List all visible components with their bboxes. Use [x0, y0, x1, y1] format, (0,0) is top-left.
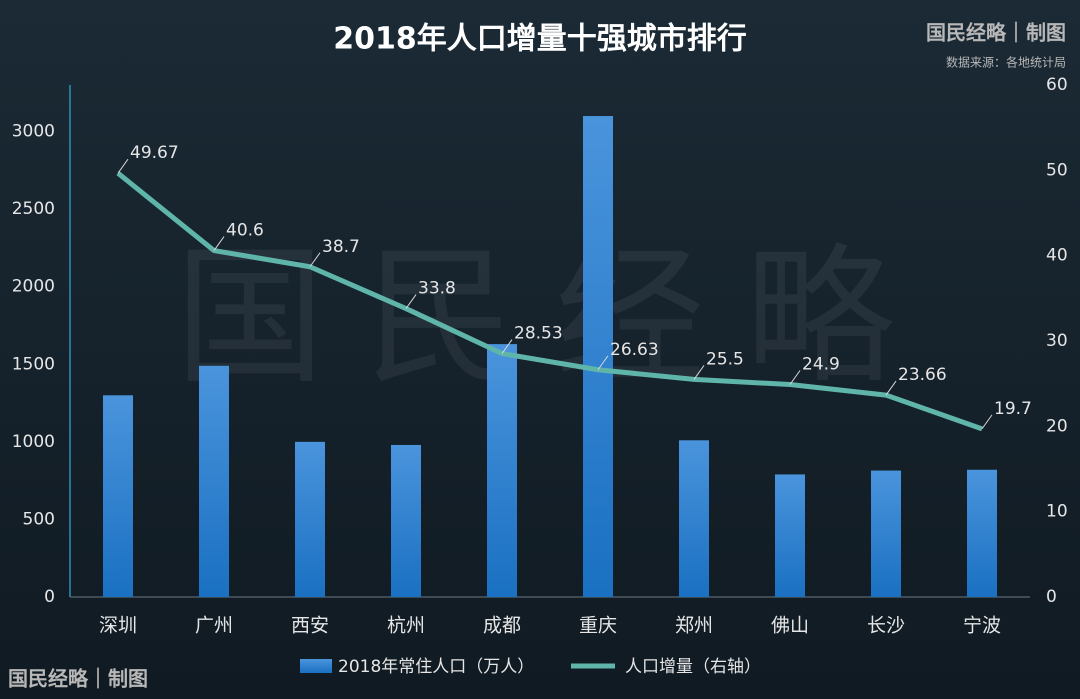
credit: 国民经略｜制图	[926, 21, 1066, 45]
data-label: 25.5	[706, 349, 744, 369]
y2-tick-label: 20	[1046, 416, 1068, 436]
x-tick-label: 成都	[483, 615, 521, 637]
data-label: 38.7	[322, 237, 360, 257]
bar	[871, 470, 901, 597]
data-label: 28.53	[514, 324, 563, 344]
x-tick-label: 佛山	[771, 615, 809, 637]
bar	[103, 395, 133, 597]
y2-tick-label: 60	[1046, 75, 1068, 95]
bar	[679, 440, 709, 597]
watermark: 国民经略	[175, 231, 935, 405]
data-label: 26.63	[610, 340, 659, 360]
y2-tick-label: 0	[1046, 587, 1057, 607]
leader-line	[597, 355, 609, 371]
source: 数据来源：各地统计局	[946, 55, 1066, 70]
y-tick-label: 0	[44, 587, 55, 607]
line	[116, 171, 983, 432]
leader-line	[117, 158, 129, 174]
x-tick-label: 重庆	[579, 615, 617, 637]
y2-tick-label: 30	[1046, 331, 1068, 351]
bar	[391, 444, 421, 597]
leader-line	[501, 339, 513, 354]
y-tick-label: 3000	[12, 122, 55, 142]
x-tick-label: 杭州	[387, 615, 425, 637]
bar	[199, 365, 229, 597]
bar	[775, 474, 805, 597]
bar	[967, 469, 997, 597]
legend-label: 人口增量（右轴）	[625, 657, 761, 677]
y-tick-label: 2500	[12, 199, 55, 219]
data-label: 23.66	[898, 365, 947, 385]
y2-tick-label: 40	[1046, 246, 1068, 266]
y-tick-label: 1500	[12, 354, 55, 374]
bar	[583, 116, 613, 597]
credit: 国民经略｜制图	[8, 667, 148, 691]
legend-label: 2018年常住人口（万人）	[338, 657, 534, 677]
y2-tick-label: 50	[1046, 160, 1068, 180]
x-tick-label: 深圳	[99, 615, 137, 637]
chart-title: 2018年人口增量十强城市排行	[333, 22, 747, 57]
y-tick-label: 500	[23, 509, 55, 529]
data-label: 19.7	[994, 399, 1032, 419]
leader-line	[981, 414, 993, 430]
bar	[487, 344, 517, 597]
x-tick-label: 广州	[195, 615, 233, 637]
leader-line	[789, 370, 801, 385]
y2-tick-label: 10	[1046, 502, 1068, 522]
leader-line	[213, 236, 225, 251]
leader-line	[405, 294, 417, 309]
bar	[295, 441, 325, 597]
leader-line	[885, 380, 897, 396]
legend-swatch	[300, 659, 332, 673]
data-label: 24.9	[802, 355, 840, 375]
x-tick-label: 长沙	[867, 615, 905, 637]
leader-line	[693, 365, 705, 380]
leader-line	[309, 252, 321, 268]
y-tick-label: 1000	[12, 432, 55, 452]
data-label: 40.6	[226, 221, 264, 241]
data-label: 49.67	[130, 143, 179, 163]
data-label: 33.8	[418, 279, 456, 299]
y-tick-label: 2000	[12, 277, 55, 297]
x-tick-label: 西安	[291, 615, 329, 637]
x-tick-label: 郑州	[675, 615, 713, 637]
x-tick-label: 宁波	[963, 615, 1001, 637]
